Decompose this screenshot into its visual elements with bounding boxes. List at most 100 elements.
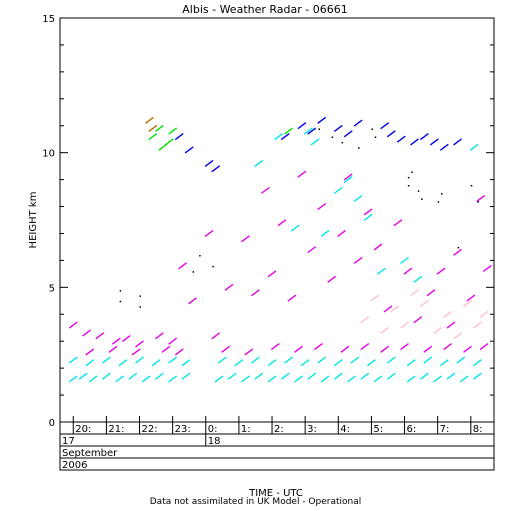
data-point — [317, 116, 327, 124]
data-point — [433, 375, 443, 383]
data-point — [217, 356, 227, 364]
data-point — [360, 372, 370, 380]
data-point — [453, 138, 462, 146]
data-point — [396, 135, 406, 143]
month-label: September — [62, 448, 118, 459]
data-point — [287, 294, 297, 302]
data-point — [254, 159, 264, 168]
data-point — [371, 128, 373, 130]
data-point — [436, 267, 446, 275]
data-point — [353, 119, 363, 127]
data-point — [267, 270, 277, 278]
data-point — [267, 359, 277, 367]
data-point — [290, 224, 300, 232]
data-point — [443, 343, 453, 351]
data-point — [139, 306, 142, 308]
data-point — [164, 138, 174, 146]
data-point — [327, 275, 337, 283]
data-point — [168, 337, 178, 345]
data-point — [280, 132, 290, 141]
data-point — [251, 289, 260, 297]
data-point — [420, 372, 429, 380]
data-point — [224, 283, 234, 291]
data-point — [380, 326, 390, 334]
data-point — [443, 310, 453, 318]
x-tick-label: 1: — [241, 424, 251, 435]
data-point — [119, 290, 122, 292]
data-point — [139, 295, 142, 297]
data-point — [373, 243, 383, 251]
data-point — [135, 356, 144, 364]
data-point — [437, 201, 440, 203]
data-point — [85, 348, 95, 356]
data-point — [380, 345, 390, 353]
time-axis: September 2006 20: 21: 22: 23: 0: 1: 2: 3: 4: 5: 6… — [59, 416, 495, 471]
x-tick-label: 7: — [440, 424, 450, 435]
y-axis-label: HEIGHT km — [28, 192, 39, 249]
data-point — [423, 356, 433, 364]
data-point — [168, 356, 178, 364]
data-point — [420, 299, 429, 308]
data-point — [108, 345, 118, 353]
data-point — [158, 143, 168, 151]
data-point — [68, 375, 78, 383]
data-point — [168, 375, 178, 383]
data-point — [410, 289, 419, 297]
data-point — [390, 305, 400, 313]
day-row — [59, 433, 495, 447]
x-tick-label: 20: — [75, 424, 91, 435]
data-point — [429, 138, 439, 146]
data-point — [373, 375, 383, 383]
data-point — [337, 229, 347, 238]
year-label: 2006 — [62, 460, 87, 471]
data-point — [304, 127, 313, 135]
data-point — [350, 356, 360, 364]
data-point — [297, 170, 307, 178]
data-point — [393, 219, 403, 227]
data-point — [151, 359, 161, 367]
data-point — [407, 176, 410, 179]
data-point — [78, 372, 88, 380]
data-point — [227, 372, 237, 380]
footnote: Data not assimilated in UK Model - Opera… — [149, 497, 362, 507]
data-point — [386, 372, 396, 380]
data-point — [353, 194, 363, 203]
data-point — [297, 122, 307, 130]
day-label: 18 — [208, 436, 221, 447]
data-point — [374, 136, 377, 139]
data-point — [358, 147, 360, 149]
data-point — [333, 372, 343, 380]
data-point — [411, 171, 413, 174]
data-point — [426, 289, 436, 297]
data-point — [320, 375, 330, 383]
data-point — [333, 359, 343, 367]
data-point — [101, 356, 111, 364]
day-label: 17 — [62, 436, 75, 447]
data-point — [453, 332, 462, 340]
data-point — [479, 310, 489, 318]
data-point — [234, 359, 244, 367]
data-point — [244, 348, 254, 356]
data-point — [463, 299, 472, 308]
data-point — [380, 122, 390, 130]
data-point — [446, 372, 456, 380]
x-tick-label: 2: — [274, 424, 284, 435]
data-point — [403, 267, 413, 275]
data-point — [118, 359, 128, 367]
data-point — [440, 193, 443, 195]
data-point — [85, 359, 95, 367]
data-point — [473, 359, 482, 367]
data-point — [466, 294, 476, 302]
data-point — [423, 345, 433, 353]
data-point — [482, 264, 492, 273]
data-point — [300, 359, 310, 367]
data-point — [457, 246, 460, 249]
data-point — [307, 372, 317, 380]
data-point — [154, 124, 164, 132]
data-point — [407, 184, 410, 187]
data-point — [154, 332, 164, 340]
data-point — [420, 132, 429, 141]
data-point — [310, 138, 320, 146]
x-tick-label: 22: — [142, 424, 158, 435]
data-point — [383, 305, 393, 313]
